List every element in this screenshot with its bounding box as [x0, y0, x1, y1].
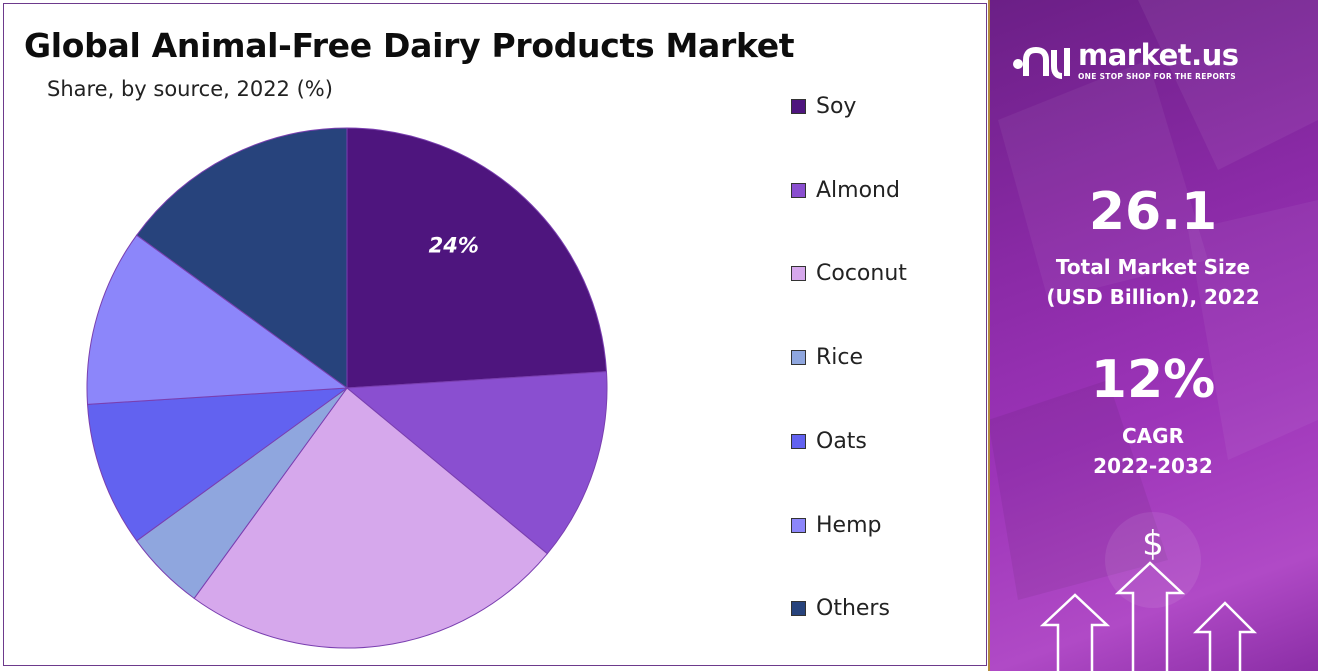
legend-item-coconut: Coconut: [791, 261, 907, 286]
legend-swatch: [791, 266, 806, 282]
cagr-period: 2022-2032: [1093, 454, 1213, 478]
legend-label: Oats: [816, 428, 867, 454]
legend-item-hemp: Hemp: [791, 513, 881, 538]
pie-slice-almond: [345, 371, 608, 555]
chart-subtitle: Share, by source, 2022 (%): [47, 77, 333, 101]
brand-tagline: ONE STOP SHOP FOR THE REPORTS: [1078, 71, 1236, 81]
legend-item-oats: Oats: [791, 429, 867, 454]
background-decoration: [988, 0, 1318, 608]
legend-item-soy: Soy: [791, 94, 856, 119]
legend-swatch: [791, 182, 806, 198]
legend-swatch: [791, 601, 806, 617]
growth-arrows-icon: $: [1039, 524, 1258, 671]
legend-label: Almond: [816, 177, 900, 203]
panel-border: [988, 0, 990, 671]
pie-slice-hemp: [86, 234, 349, 405]
chart-title: Global Animal-Free Dairy Products Market: [24, 26, 795, 65]
chart-panel: Global Animal-Free Dairy Products Market…: [3, 3, 987, 666]
summary-panel: market.us ONE STOP SHOP FOR THE REPORTS …: [988, 0, 1318, 671]
pie-slice-soy: [346, 127, 608, 389]
market-size-value: 26.1: [1088, 182, 1218, 242]
pie-slice-coconut: [193, 387, 549, 649]
legend-swatch: [791, 99, 806, 114]
legend-item-others: Others: [791, 596, 890, 621]
data-label-soy: 24%: [429, 233, 479, 257]
legend-swatch: [791, 350, 806, 366]
brand-name: market.us: [1078, 37, 1239, 72]
cagr-label: CAGR: [1122, 424, 1184, 448]
pie-slice-others: [135, 127, 348, 389]
pie-chart: 24%: [86, 127, 608, 649]
legend-label: Hemp: [816, 512, 882, 538]
legend-label: Coconut: [816, 261, 907, 287]
market-us-logo-icon: [1013, 46, 1070, 79]
legend-item-almond: Almond: [791, 178, 900, 203]
pie-slice-oats: [86, 387, 349, 542]
legend-item-rice: Rice: [791, 345, 863, 370]
brand: market.us ONE STOP SHOP FOR THE REPORTS: [1010, 38, 1239, 82]
dollar-symbol: $: [1142, 524, 1164, 564]
market-size-label-line1: Total Market Size: [1055, 255, 1251, 279]
market-size-label-line2: (USD Billion), 2022: [1046, 285, 1260, 309]
legend-label: Rice: [816, 345, 864, 371]
cagr-value: 12%: [1090, 350, 1216, 410]
legend-swatch: [791, 433, 806, 449]
legend-label: Soy: [816, 94, 857, 119]
legend-swatch: [791, 517, 806, 533]
legend-label: Others: [816, 596, 890, 622]
